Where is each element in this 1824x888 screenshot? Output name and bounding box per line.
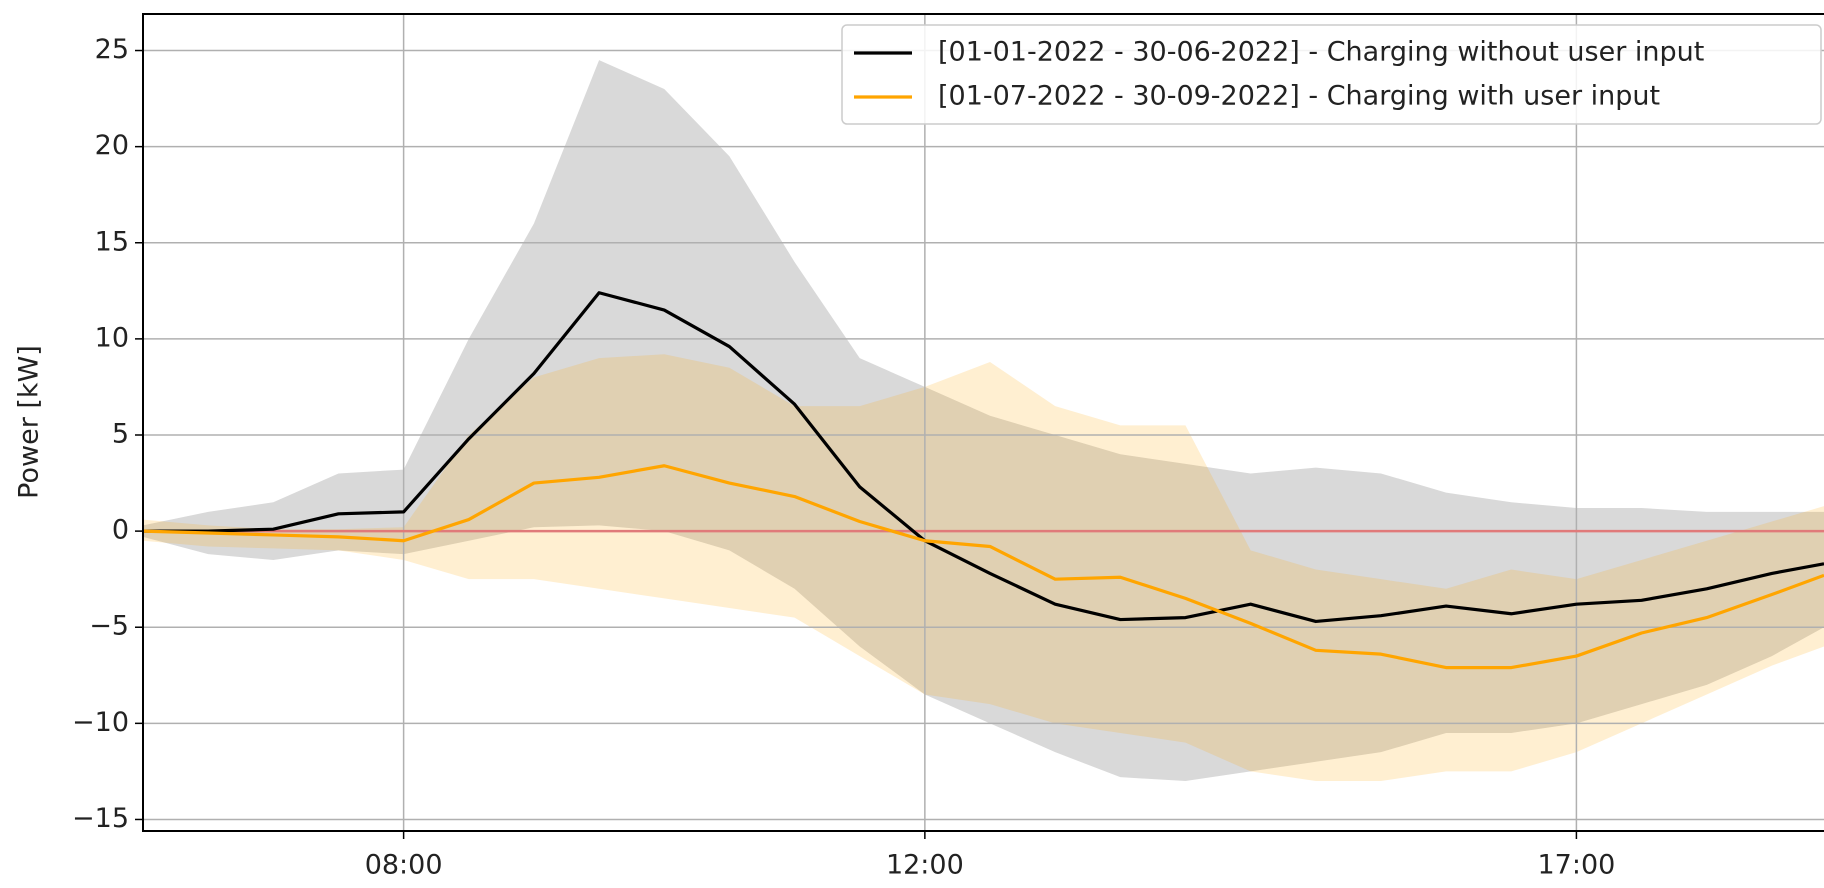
- y-tick-label: 10: [95, 322, 129, 353]
- confidence-band: [143, 354, 1824, 782]
- x-tick-label: 12:00: [886, 850, 964, 881]
- y-tick-label: 20: [95, 130, 129, 161]
- y-tick-label: 5: [112, 418, 129, 449]
- x-tick-label: 08:00: [365, 850, 443, 881]
- y-tick-label: 25: [95, 34, 129, 65]
- legend-box: [841, 24, 1822, 125]
- y-tick-label: 0: [112, 515, 129, 546]
- series-line: [143, 291, 1824, 624]
- plot-frame: [142, 13, 1824, 832]
- confidence-band: [143, 60, 1824, 782]
- y-tick-label: −5: [89, 611, 129, 642]
- x-tick-label: 17:00: [1538, 850, 1616, 881]
- y-tick-label: −15: [72, 803, 129, 834]
- legend-label: [01-07-2022 - 30-09-2022] - Charging wit…: [938, 81, 1660, 112]
- y-tick-label: −10: [72, 707, 129, 738]
- plot-area: [143, 14, 1824, 831]
- legend-label: [01-01-2022 - 30-06-2022] - Charging wit…: [938, 37, 1704, 68]
- series-line: [143, 464, 1824, 670]
- y-tick-label: 15: [95, 226, 129, 257]
- y-axis-label: Power [kW]: [14, 345, 45, 499]
